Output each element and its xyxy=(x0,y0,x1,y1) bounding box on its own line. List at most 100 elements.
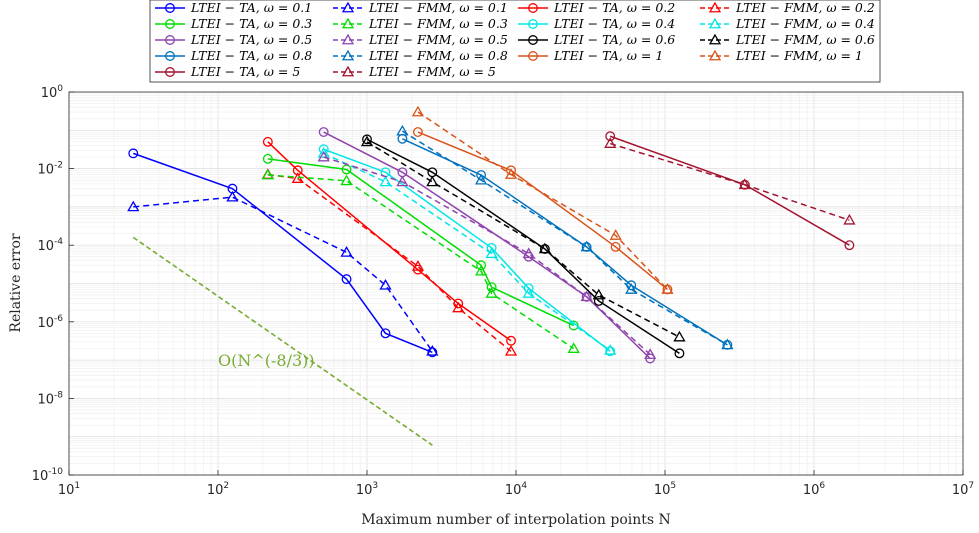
legend-item: LTEI − TA, ω = 0.1 xyxy=(155,0,312,15)
legend-item: LTEI − TA, ω = 5 xyxy=(155,64,300,79)
series-line xyxy=(417,131,668,291)
circle-marker xyxy=(528,3,538,13)
triangle-marker xyxy=(341,49,355,61)
triangle-marker xyxy=(504,168,518,179)
legend-label: LTEI − TA, ω = 0.1 xyxy=(190,0,312,15)
triangle-marker xyxy=(474,264,488,276)
legend-label: LTEI − TA, ω = 0.2 xyxy=(553,0,675,15)
legend-item: LTEI − FMM, ω = 0.8 xyxy=(333,48,508,63)
triangle-marker xyxy=(360,135,374,147)
series-line xyxy=(323,152,611,351)
triangle-marker xyxy=(604,344,617,355)
legend-label: LTEI − TA, ω = 0.4 xyxy=(553,16,675,31)
legend-label: LTEI − FMM, ω = 5 xyxy=(368,64,496,79)
legend-label: LTEI − FMM, ω = 0.6 xyxy=(735,32,875,47)
circle-marker xyxy=(165,51,175,61)
triangle-marker xyxy=(226,190,239,202)
circle-marker xyxy=(341,164,352,175)
x-tick-label: 103 xyxy=(356,481,378,498)
circle-marker xyxy=(486,282,497,293)
legend-item: LTEI − FMM, ω = 0.1 xyxy=(333,0,508,15)
circle-marker xyxy=(165,19,175,29)
series-13 xyxy=(396,124,734,350)
circle-marker xyxy=(262,136,273,147)
triangle-marker xyxy=(708,1,722,13)
legend-label: LTEI − TA, ω = 0.8 xyxy=(190,48,312,63)
triangle-marker xyxy=(504,344,518,356)
triangle-marker xyxy=(644,348,657,359)
legend-item: LTEI − TA, ω = 0.8 xyxy=(155,48,312,63)
series-15 xyxy=(411,105,674,294)
triangle-marker xyxy=(604,137,617,148)
triangle-marker xyxy=(609,229,622,240)
legend-item: LTEI − TA, ω = 0.2 xyxy=(518,0,675,15)
legend-item: LTEI − TA, ω = 0.3 xyxy=(155,16,312,31)
triangle-marker xyxy=(580,240,593,252)
y-tick-label: 10-6 xyxy=(37,314,63,331)
legend-label: LTEI − FMM, ω = 0.8 xyxy=(368,48,508,63)
circle-marker xyxy=(528,51,538,61)
circle-marker xyxy=(593,296,604,306)
legend-item: LTEI − FMM, ω = 0.5 xyxy=(333,32,508,47)
series-line xyxy=(417,111,668,290)
x-tick-label: 104 xyxy=(505,481,528,498)
legend-item: LTEI − FMM, ω = 0.4 xyxy=(700,16,875,31)
circle-marker xyxy=(486,242,497,253)
series-line xyxy=(366,138,680,354)
legend-box xyxy=(149,0,881,83)
triangle-marker xyxy=(426,175,439,187)
series-line xyxy=(133,152,433,353)
y-tick-label: 100 xyxy=(41,84,64,101)
triangle-marker xyxy=(396,124,409,136)
circle-marker xyxy=(165,67,175,77)
legend-item: LTEI − TA, ω = 1 xyxy=(518,48,663,63)
triangle-marker xyxy=(661,283,674,294)
circle-marker xyxy=(380,328,391,339)
triangle-marker xyxy=(341,65,355,77)
legend-label: LTEI − FMM, ω = 1 xyxy=(735,48,863,63)
x-axis-ticks: 101 102 103 104 105 106 107 xyxy=(58,470,974,498)
series-line xyxy=(609,142,850,221)
triangle-marker xyxy=(567,342,580,353)
y-tick-label: 10-8 xyxy=(37,390,63,407)
series-line xyxy=(366,141,680,338)
x-tick-label: 102 xyxy=(207,481,229,498)
triangle-marker xyxy=(538,242,551,254)
x-tick-label: 107 xyxy=(952,481,974,498)
series-line xyxy=(401,130,728,346)
series-group xyxy=(127,105,856,364)
triangle-marker xyxy=(843,213,856,225)
triangle-marker xyxy=(452,301,465,313)
triangle-marker xyxy=(738,178,751,190)
triangle-marker xyxy=(485,247,498,259)
circle-marker xyxy=(844,240,855,251)
triangle-marker xyxy=(379,278,392,290)
series-line xyxy=(323,131,651,360)
circle-marker xyxy=(165,35,175,45)
triangle-marker xyxy=(580,290,593,302)
legend-item: LTEI − TA, ω = 0.6 xyxy=(518,32,675,47)
y-tick-label: 10-10 xyxy=(32,467,64,484)
circle-marker xyxy=(605,346,616,357)
legend-label: LTEI − TA, ω = 0.3 xyxy=(190,16,312,31)
series-5 xyxy=(261,168,580,353)
x-tick-label: 106 xyxy=(803,481,826,498)
x-tick-label: 101 xyxy=(58,481,80,498)
legend: LTEI − TA, ω = 0.1 LTEI − FMM, ω = 0.1 LTE… xyxy=(149,0,881,83)
circle-marker xyxy=(341,274,352,285)
y-tick-label: 10-2 xyxy=(37,161,63,178)
legend-label: LTEI − FMM, ω = 0.5 xyxy=(368,32,508,47)
circle-marker xyxy=(528,35,538,45)
y-axis-label: Relative error xyxy=(8,233,24,332)
circle-marker xyxy=(427,347,438,358)
triangle-marker xyxy=(485,287,498,298)
series-17 xyxy=(604,137,856,225)
reference-slope-line xyxy=(132,236,433,446)
legend-label: LTEI − TA, ω = 0.6 xyxy=(553,32,675,47)
triangle-marker xyxy=(396,175,409,187)
triangle-marker xyxy=(708,17,722,29)
triangle-marker xyxy=(522,287,535,298)
circle-marker xyxy=(318,127,329,138)
legend-item: LTEI − FMM, ω = 0.2 xyxy=(700,0,875,15)
triangle-marker xyxy=(341,33,355,45)
